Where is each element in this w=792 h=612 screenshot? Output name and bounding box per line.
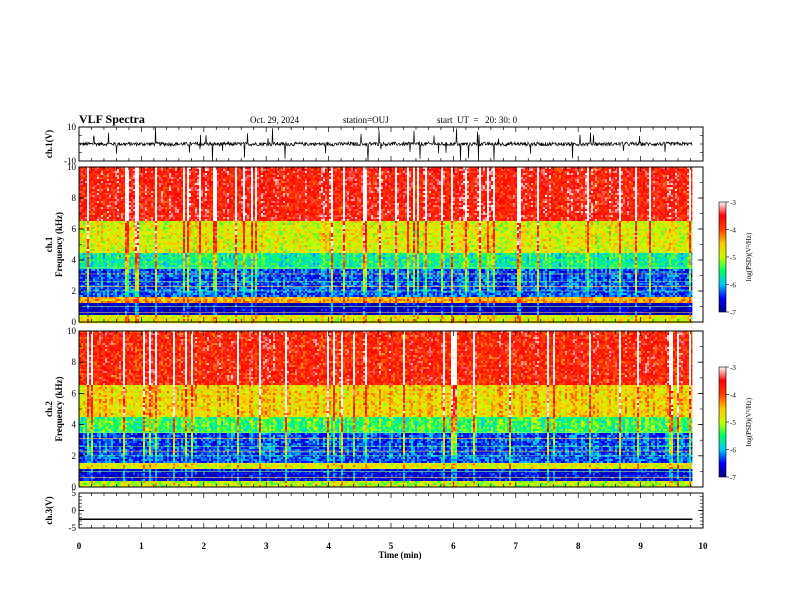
x-tick-label: 9 <box>638 541 643 551</box>
ch3-waveform-frame <box>79 493 703 528</box>
ch2-colorbar-tick: -3 <box>730 364 736 372</box>
ch3-y-tick-label: 5 <box>72 488 77 498</box>
ch1-y-tick-label: 4 <box>72 255 77 265</box>
ch1-ylabel: ch.1(V) <box>44 130 54 158</box>
ch1-waveform-line <box>79 127 692 161</box>
ch2-colorbar <box>719 367 726 477</box>
ch1-colorbar <box>719 202 726 312</box>
y-axis-label: ch.1(V) <box>44 130 54 158</box>
x-tick-label: 2 <box>202 541 207 551</box>
x-tick-label: 8 <box>576 541 581 551</box>
ch1-colorbar-tick: -4 <box>730 227 736 235</box>
ch1-spectrogram-image <box>79 167 693 323</box>
ch1-y-tick-label: 2 <box>72 286 77 296</box>
ch1-y-tick-label: 10 <box>67 122 77 132</box>
ch1-y-tick-label: 6 <box>72 224 77 234</box>
ch2-colorbar-tick: -6 <box>730 447 736 455</box>
x-tick-label: 3 <box>264 541 269 551</box>
ch1-colorbar-tick: -5 <box>730 254 736 262</box>
y-axis-label: Frequency (kHz) <box>54 212 64 277</box>
ch1-colorbar-tick: -3 <box>730 199 736 207</box>
ch1-y-tick-label: 10 <box>67 162 77 172</box>
y-axis-label: ch.3(V) <box>44 496 54 524</box>
ch2-colorbar-tick: -5 <box>730 419 736 427</box>
y-axis-label: ch.1 <box>44 236 54 252</box>
x-tick-label: 7 <box>514 541 519 551</box>
ch2-colorbar-label: log(PSD)(V²/Hz) <box>745 397 753 446</box>
ch1-ylabel: ch.1 Frequency (kHz) <box>44 212 64 277</box>
ch2-ylabel: ch.2 Frequency (kHz) <box>44 376 64 441</box>
ch2-colorbar-tick: -7 <box>730 474 736 482</box>
y-axis-label: ch.2 <box>44 401 54 417</box>
ch1-y-tick-label: 8 <box>72 193 77 203</box>
x-tick-label: 4 <box>326 541 331 551</box>
ch1-colorbar-label: log(PSD)(V²/Hz) <box>745 232 753 281</box>
x-tick-label: 0 <box>77 541 82 551</box>
x-tick-label: 6 <box>451 541 456 551</box>
ch2-spectrogram-image <box>79 331 693 487</box>
ch3-y-tick-label: -5 <box>69 523 77 533</box>
ch2-y-tick-label: 10 <box>67 326 77 336</box>
x-tick-label: 1 <box>139 541 144 551</box>
x-tick-label: 10 <box>699 541 709 551</box>
ch2-colorbar-tick: -4 <box>730 392 736 400</box>
ch2-y-tick-label: 2 <box>72 451 77 461</box>
x-axis-label: Time (min) <box>378 550 421 560</box>
ch2-y-tick-label: 6 <box>72 388 77 398</box>
y-axis-label: Frequency (kHz) <box>54 376 64 441</box>
ch2-y-tick-label: 4 <box>72 420 77 430</box>
ch1-colorbar-tick: -6 <box>730 282 736 290</box>
ch2-y-tick-label: 8 <box>72 357 77 367</box>
ch1-colorbar-tick: -7 <box>730 309 736 317</box>
ch3-y-tick-label: 0 <box>72 506 77 516</box>
ch3-ylabel: ch.3(V) <box>44 496 54 524</box>
